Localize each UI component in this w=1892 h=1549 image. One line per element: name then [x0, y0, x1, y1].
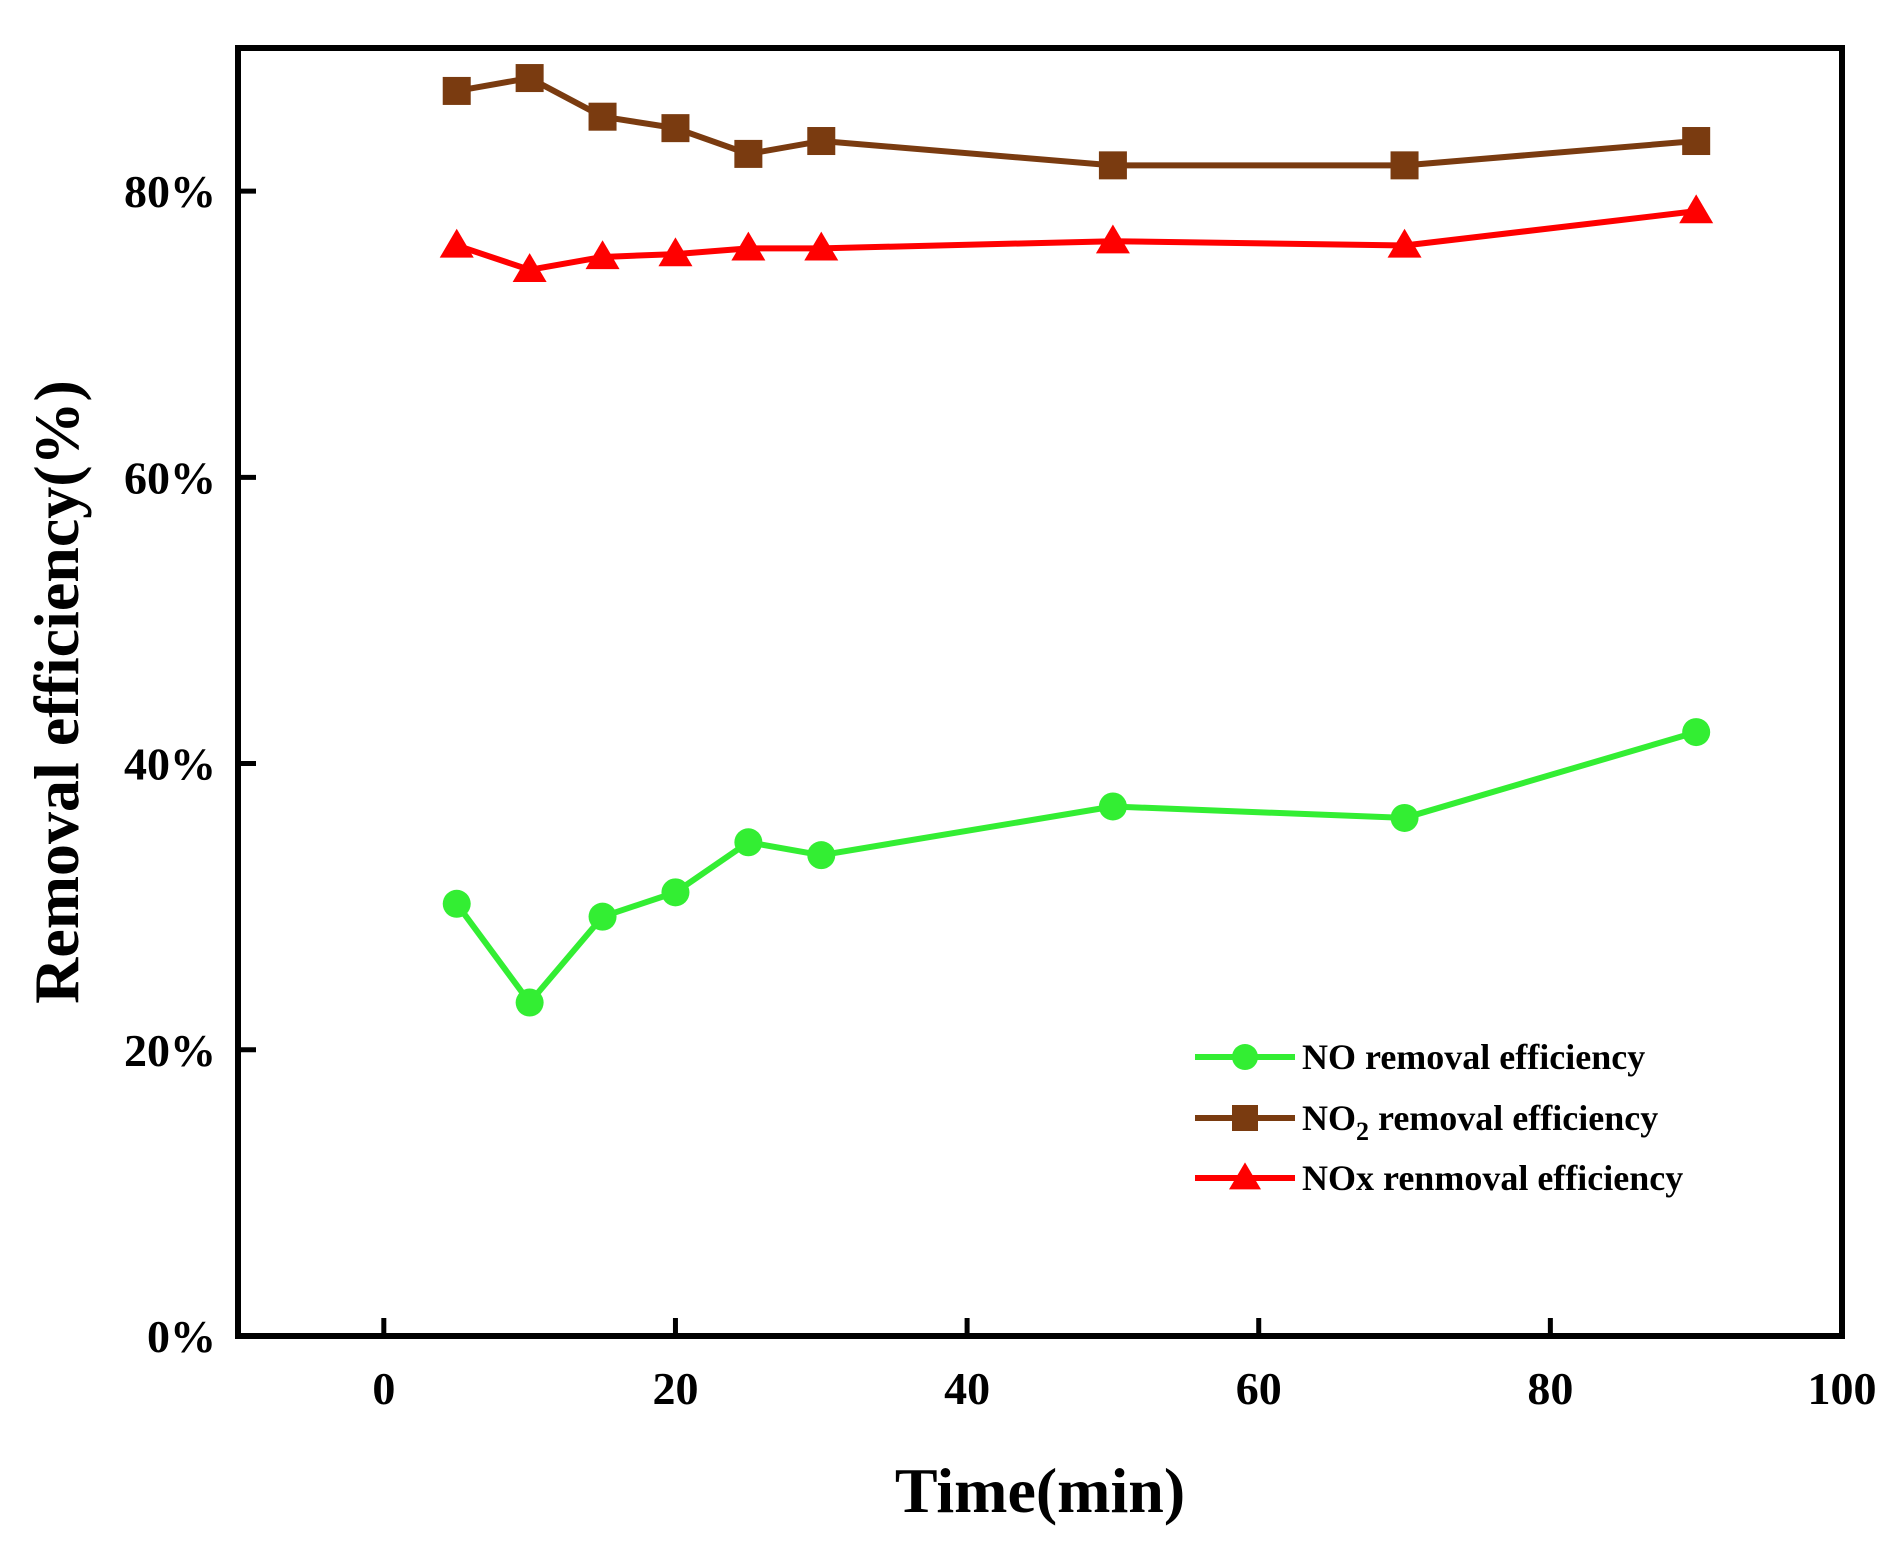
x-tick-label: 60	[1236, 1363, 1282, 1414]
data-point	[658, 237, 693, 267]
x-tick-label: 100	[1808, 1363, 1877, 1414]
data-point	[1387, 228, 1422, 258]
legend-label: NO2 removal efficiency	[1302, 1098, 1658, 1146]
plot-area	[439, 64, 1714, 1017]
y-tick-label: 80%	[124, 166, 216, 217]
legend-marker	[1229, 1162, 1261, 1190]
data-point	[588, 102, 617, 131]
data-point	[515, 64, 544, 93]
data-point	[1098, 792, 1127, 821]
data-point	[734, 139, 763, 168]
legend-label: NO removal efficiency	[1302, 1037, 1645, 1077]
legend-item: NO2 removal efficiency	[1195, 1098, 1658, 1146]
x-tick-label: 0	[372, 1363, 395, 1414]
x-tick-label: 80	[1527, 1363, 1573, 1414]
data-point	[585, 240, 620, 270]
data-point	[1682, 127, 1711, 156]
y-tick-label: 40%	[124, 739, 216, 790]
series-1	[442, 64, 1711, 180]
data-point	[439, 228, 474, 258]
data-point	[442, 76, 471, 105]
y-tick-label: 60%	[124, 452, 216, 503]
y-tick-label: 0%	[147, 1311, 216, 1362]
legend-marker	[1232, 1105, 1258, 1131]
axes: 0 20 40 60 80 100 0% 20% 40% 60% 80%	[124, 166, 1877, 1414]
x-tick-label: 40	[944, 1363, 990, 1414]
data-point	[1095, 224, 1130, 254]
series-2	[439, 194, 1714, 282]
series-line	[456, 75, 1697, 169]
legend-label-rest: removal efficiency	[1369, 1098, 1658, 1138]
legend-item: NOx renmoval efficiency	[1195, 1158, 1683, 1198]
legend-label-subscript: 2	[1356, 1117, 1369, 1146]
data-point	[731, 231, 766, 261]
data-point	[807, 841, 836, 870]
data-point	[661, 114, 690, 143]
plot-frame	[235, 45, 1845, 1339]
data-point	[1390, 803, 1419, 832]
series-line	[454, 729, 1698, 1006]
data-point	[442, 889, 471, 918]
data-point	[1390, 151, 1419, 180]
data-point	[1098, 151, 1127, 180]
legend-marker	[1232, 1044, 1258, 1070]
legend-item: NO removal efficiency	[1195, 1037, 1645, 1077]
x-tick-label: 20	[652, 1363, 698, 1414]
legend-label-main: NO removal efficiency	[1302, 1037, 1645, 1077]
data-point	[804, 231, 839, 261]
data-point	[734, 828, 763, 857]
data-point	[661, 878, 690, 907]
data-point	[588, 902, 617, 931]
legend-label-main: NOx renmoval efficiency	[1302, 1158, 1683, 1198]
x-axis-title: Time(min)	[895, 1455, 1185, 1526]
y-axis-title: Removal efficiency(%)	[21, 380, 92, 1004]
y-tick-label: 20%	[124, 1025, 216, 1076]
legend-label-main: NO	[1302, 1098, 1356, 1138]
series-line	[455, 208, 1697, 273]
data-point	[1679, 194, 1714, 224]
legend-label: NOx renmoval efficiency	[1302, 1158, 1683, 1198]
series-0	[442, 718, 1711, 1017]
data-point	[512, 253, 547, 282]
data-point	[1682, 718, 1711, 747]
data-point	[807, 127, 836, 156]
data-point	[515, 988, 544, 1017]
